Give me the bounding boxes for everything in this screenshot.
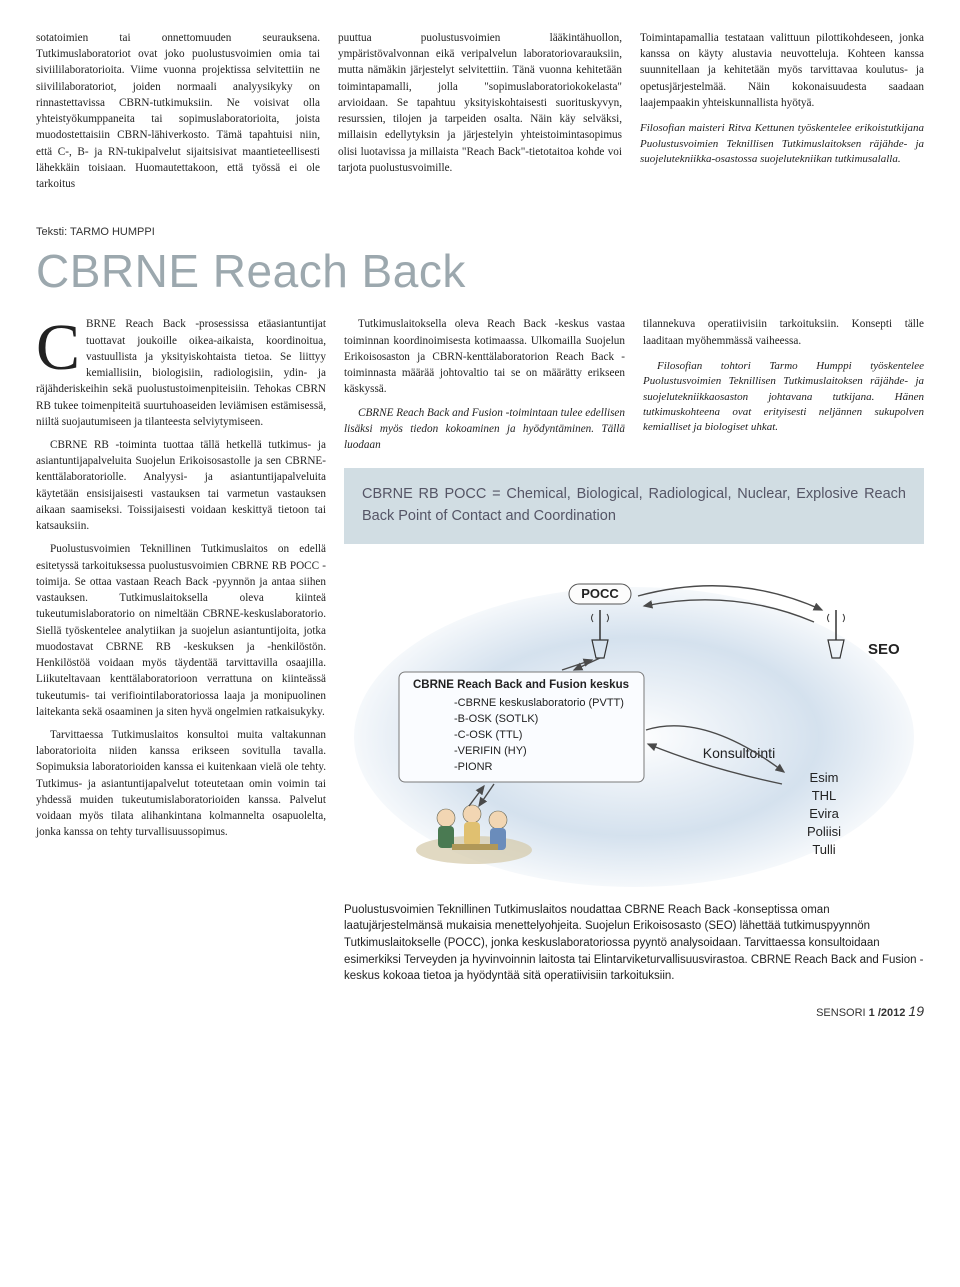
author-bio-1: Filosofian maisteri Ritva Kettunen työsk… [640,121,924,167]
center-line-4: -PIONR [454,761,493,773]
center-line-0: -CBRNE keskuslaboratorio (PVTT) [454,697,624,709]
top-col1-text: sotatoimien tai onnettomuuden seurauksen… [36,30,320,192]
article-col1: CBRNE Reach Back -prosessissa etäasiantu… [36,316,326,985]
definition-box: CBRNE RB POCC = Chemical, Biological, Ra… [344,468,924,544]
example-0: THL [812,788,837,803]
top-col2: puuttua puolustusvoimien lääkintähuollon… [338,30,622,198]
top-article-continuation: sotatoimien tai onnettomuuden seurauksen… [36,30,924,198]
footer-mag: SENSORI [816,1007,866,1019]
right-columns-wrap: Tutkimuslaitoksella oleva Reach Back -ke… [344,316,924,985]
seo-label: SEO [868,641,900,658]
col2-p1: Tutkimuslaitoksella oleva Reach Back -ke… [344,316,625,397]
headline: CBRNE Reach Back [36,244,924,298]
diagram-svg: POCC SEO [344,562,924,892]
top-col3: Toimintapamallia testataan valittuun pil… [640,30,924,198]
diagram-container: POCC SEO [344,562,924,985]
col2-p2-text: CBRNE Reach Back and Fusion -toimintaan … [344,407,625,451]
col1-p1: CBRNE Reach Back -prosessissa etäasiantu… [36,316,326,430]
byline: Teksti: TARMO HUMPPI [36,226,924,238]
footer-issue: 1 /2012 [869,1007,906,1019]
dropcap: C [36,316,86,376]
pocc-label: POCC [581,586,619,601]
center-line-3: -VERIFIN (HY) [454,745,527,757]
example-3: Tulli [812,842,835,857]
page-footer: SENSORI 1 /2012 19 [36,1003,924,1019]
example-1: Evira [809,806,839,821]
top-col3-text: Toimintapamallia testataan valittuun pil… [640,30,924,111]
diagram-caption: Puolustusvoimien Teknillinen Tutkimuslai… [344,902,924,985]
example-2: Poliisi [807,824,841,839]
author-bio-2: Filosofian tohtori Tarmo Humppi työskent… [643,359,924,436]
article-col3: tilannekuva operatiivisiin tarkoituksiin… [643,316,924,460]
diagram: POCC SEO [344,562,924,892]
center-box: CBRNE Reach Back and Fusion keskus -CBRN… [399,672,644,782]
article-body: CBRNE Reach Back -prosessissa etäasiantu… [36,316,924,985]
center-title: CBRNE Reach Back and Fusion keskus [413,679,629,691]
col2-p2: CBRNE Reach Back and Fusion -toimintaan … [344,405,625,454]
col1-p4: Tarvittaessa Tutkimuslaitos konsultoi mu… [36,727,326,841]
examples-title: Esim [810,770,839,785]
article-col2: Tutkimuslaitoksella oleva Reach Back -ke… [344,316,625,460]
center-line-1: -B-OSK (SOTLK) [454,713,538,725]
col1-p2: CBRNE RB -toiminta tuottaa tällä hetkell… [36,437,326,534]
col1-p3: Puolustusvoimien Teknillinen Tutkimuslai… [36,541,326,720]
col3-p1: tilannekuva operatiivisiin tarkoituksiin… [643,316,924,348]
top-col2-text: puuttua puolustusvoimien lääkintähuollon… [338,30,622,176]
examples-box: Esim THL Evira Poliisi Tulli [807,770,841,857]
center-line-2: -C-OSK (TTL) [454,729,522,741]
top-col1: sotatoimien tai onnettomuuden seurauksen… [36,30,320,198]
cols-2-3-top: Tutkimuslaitoksella oleva Reach Back -ke… [344,316,924,460]
footer-page: 19 [908,1003,924,1019]
